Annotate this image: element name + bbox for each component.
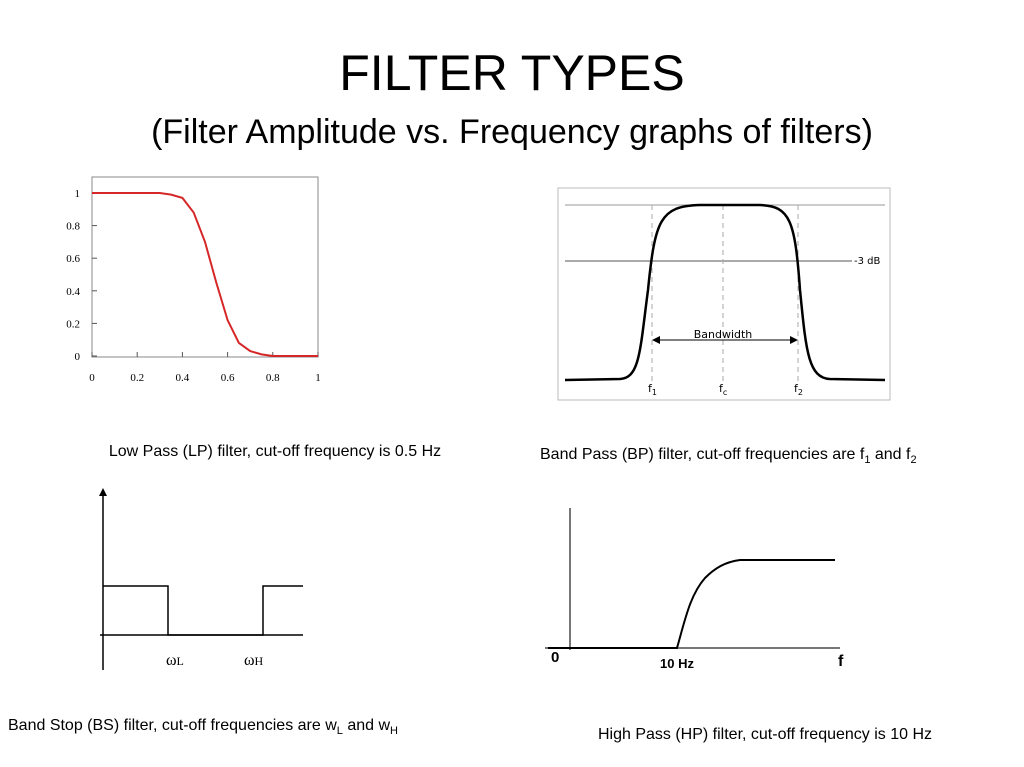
x-tick-label: 0 — [89, 372, 95, 384]
label-base: f — [648, 382, 653, 395]
response-curve — [103, 585, 303, 636]
label-base: ω — [244, 652, 255, 669]
y-tick-label: 0.2 — [66, 318, 80, 330]
plot-frame — [91, 176, 319, 358]
x-tick-label: 0.8 — [266, 372, 280, 384]
y-tick-label: 0.8 — [66, 221, 80, 233]
slide-title: FILTER TYPES — [339, 45, 684, 101]
level-label: -3 dB — [854, 256, 880, 267]
x-tick-label: 0.6 — [221, 372, 235, 384]
bandwidth-label: Bandwidth — [694, 328, 753, 341]
label-sub: H — [255, 654, 264, 668]
slide-subtitle: (Filter Amplitude vs. Frequency graphs o… — [151, 113, 873, 151]
caption-text: and w — [343, 717, 391, 734]
caption: Band Stop (BS) filter, cut-off frequenci… — [8, 717, 398, 737]
y-tick-label: 0.6 — [66, 253, 80, 265]
label-sub: c — [723, 388, 727, 397]
f1-label: f1 — [648, 382, 657, 397]
low-pass-chart: 0 0.2 0.4 0.6 0.8 1 0 0.2 0.4 0.6 0.8 1 — [66, 176, 321, 384]
label-sub: L — [177, 654, 184, 668]
label-sub: 2 — [798, 388, 803, 397]
caption-sub: H — [390, 725, 398, 737]
low-pass-curve — [92, 192, 318, 357]
caption-text: Band Pass (BP) filter, cut-off frequenci… — [540, 446, 865, 463]
y-tick-label: 1 — [75, 188, 81, 200]
fc-label: fc — [719, 382, 727, 397]
x-tick-label: 1 — [315, 372, 321, 384]
axis-arrow — [99, 488, 107, 496]
omega-h-label: ωH — [244, 652, 264, 669]
caption-text: and f — [870, 446, 911, 463]
label-sub: 1 — [652, 388, 657, 397]
caption: High Pass (HP) filter, cut-off frequency… — [598, 726, 932, 743]
y-tick-label: 0 — [75, 351, 81, 363]
x-tick-label: 0.4 — [176, 372, 190, 384]
label-base: f — [794, 382, 799, 395]
band-pass-chart: Bandwidth -3 dB f1 fc f2 — [557, 187, 891, 401]
x-tick-label: 0.2 — [130, 372, 144, 384]
caption-sub: 2 — [910, 454, 916, 466]
response-curve — [548, 559, 835, 649]
caption: Low Pass (LP) filter, cut-off frequency … — [109, 443, 441, 460]
frame — [557, 187, 891, 401]
origin-label: 0 — [551, 649, 559, 666]
response-curve — [564, 203, 886, 382]
caption-sub: L — [337, 725, 343, 737]
caption: Band Pass (BP) filter, cut-off frequenci… — [540, 446, 917, 466]
band-stop-chart: ωL ωH — [99, 488, 303, 670]
caption-text: Band Stop (BS) filter, cut-off frequenci… — [8, 717, 337, 734]
label-base: f — [719, 382, 724, 395]
f2-label: f2 — [794, 382, 803, 397]
cutoff-label: 10 Hz — [660, 656, 694, 671]
axis-label: f — [838, 653, 844, 670]
y-tick-label: 0.4 — [66, 286, 80, 298]
omega-l-label: ωL — [166, 652, 184, 669]
caption-sub: 1 — [864, 454, 870, 466]
high-pass-chart: 0 10 Hz f — [545, 508, 844, 671]
label-base: ω — [166, 652, 177, 669]
